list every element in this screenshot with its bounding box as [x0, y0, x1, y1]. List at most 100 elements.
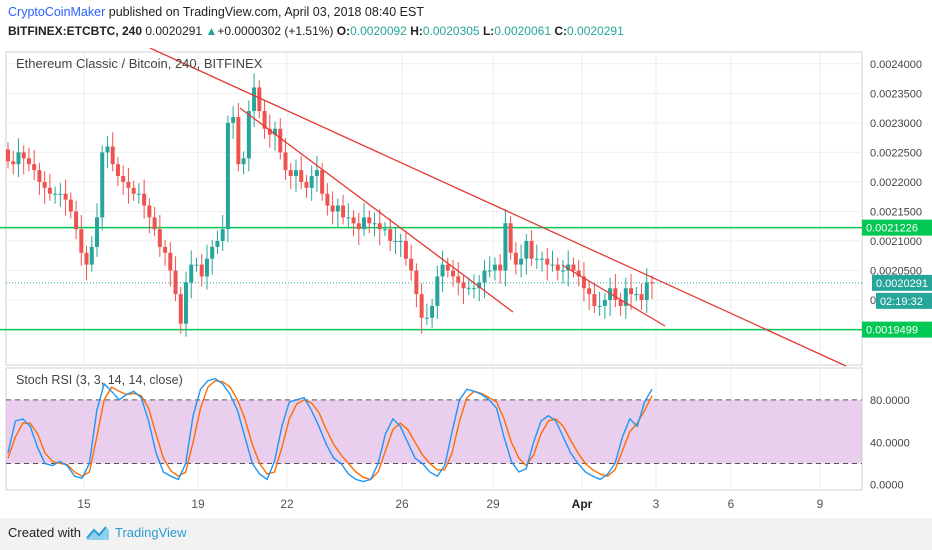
y-tick-label: 0.0022500	[870, 147, 922, 159]
candle-body	[63, 193, 68, 200]
candle-body	[105, 146, 110, 153]
candle-body	[634, 294, 639, 296]
candle-body	[314, 170, 319, 177]
candle-body	[351, 217, 356, 224]
candle-body	[471, 288, 476, 290]
candle-body	[220, 229, 225, 241]
candle-body	[445, 264, 450, 271]
candle-body	[498, 264, 503, 271]
candle-body	[503, 223, 508, 271]
y-tick-label: 0.0022000	[870, 177, 922, 189]
candle-body	[566, 264, 571, 271]
footer: Created with TradingView	[0, 518, 932, 550]
candle-body	[16, 152, 21, 165]
author-link[interactable]: CryptoCoinMaker	[8, 5, 106, 19]
chart-title: Ethereum Classic / Bitcoin, 240, BITFINE…	[16, 56, 263, 71]
up-arrow-icon: ▲	[205, 24, 218, 38]
price-label: 0.0020291	[876, 278, 928, 290]
candle-body	[110, 146, 115, 165]
candle-body	[131, 187, 136, 194]
stoch-k-line	[7, 377, 653, 483]
y-tick-label: 0.0023000	[870, 118, 922, 130]
candle-body	[650, 282, 654, 284]
candle-body	[252, 87, 257, 112]
candle-body	[309, 176, 314, 188]
publish-line: CryptoCoinMaker published on TradingView…	[8, 5, 424, 19]
candle-body	[597, 305, 602, 307]
candle-body	[215, 240, 220, 247]
price-pane	[5, 51, 863, 366]
candle-body	[320, 170, 325, 194]
candle-body	[121, 176, 126, 182]
price-label-box	[862, 321, 932, 338]
candle-body	[53, 193, 58, 195]
candle-body	[47, 187, 52, 194]
candle-body	[492, 264, 497, 271]
candle-body	[262, 111, 267, 129]
candle-body	[231, 116, 236, 123]
candle-body	[508, 223, 513, 253]
stoch-y-tick-label: 40.0000	[870, 437, 910, 449]
candle-body	[6, 149, 10, 162]
candle-body	[524, 240, 529, 259]
candle-body	[513, 252, 518, 265]
candle-body	[189, 264, 194, 283]
x-tick-label: 9	[817, 497, 824, 511]
candle-body	[618, 300, 623, 306]
candle-body	[26, 158, 31, 165]
candle-body	[37, 170, 42, 182]
candle-body	[382, 229, 387, 231]
trendline-short	[561, 264, 666, 327]
candle-body	[403, 240, 408, 259]
candle-body	[173, 270, 178, 295]
candle-body	[283, 152, 288, 171]
price-label: 0.0019499	[866, 325, 918, 337]
candle-body	[335, 205, 340, 212]
candle-body	[100, 152, 105, 218]
candle-body	[194, 264, 199, 266]
candle-body	[555, 264, 560, 271]
x-tick-label: 19	[191, 497, 205, 511]
price-label-box	[876, 292, 932, 309]
symbol-label: BITFINEX:ETCBTC, 240	[8, 24, 143, 38]
candle-body	[136, 193, 141, 195]
candle-body	[32, 164, 37, 171]
change-value: +0.0000302 (+1.51%)	[217, 24, 334, 38]
candle-body	[246, 111, 251, 159]
candle-body	[346, 217, 351, 219]
candle-body	[540, 258, 545, 260]
candle-body	[341, 205, 346, 218]
tradingview-link[interactable]: TradingView	[115, 525, 187, 540]
low-value: 0.0020061	[494, 24, 551, 38]
candle-body	[293, 170, 298, 177]
created-with-text: Created with	[8, 525, 81, 540]
candle-body	[304, 181, 309, 188]
candle-body	[519, 258, 524, 265]
y-tick-label: 0.0024000	[870, 59, 922, 71]
candle-body	[571, 264, 576, 271]
candle-body	[409, 258, 414, 271]
candle-body	[84, 252, 89, 265]
candle-body	[142, 193, 147, 206]
y-tick-label: 0.0021000	[870, 236, 922, 248]
price-label-box	[872, 274, 932, 291]
candle-body	[414, 270, 419, 295]
x-tick-label: 26	[395, 497, 409, 511]
open-value: 0.0020092	[350, 24, 407, 38]
candle-body	[299, 170, 304, 182]
x-tick-label: 3	[653, 497, 660, 511]
candle-body	[592, 294, 597, 306]
candle-body	[152, 217, 157, 230]
candle-body	[430, 305, 435, 318]
close-label: C:	[554, 24, 568, 38]
candle-body	[21, 152, 26, 159]
candle-body	[11, 161, 16, 165]
candle-body	[184, 282, 189, 324]
stoch-y-tick-label: 0.0000	[870, 480, 904, 492]
candle-body	[325, 193, 330, 206]
open-label: O:	[336, 24, 351, 38]
candle-body	[477, 282, 482, 289]
candle-body	[424, 317, 429, 319]
tradingview-logo-icon	[86, 526, 109, 540]
chart-canvas[interactable]: 15 19 22 26 29 Apr 3 6 9 0.0024000 0.0023500 0.0023…	[0, 48, 932, 518]
